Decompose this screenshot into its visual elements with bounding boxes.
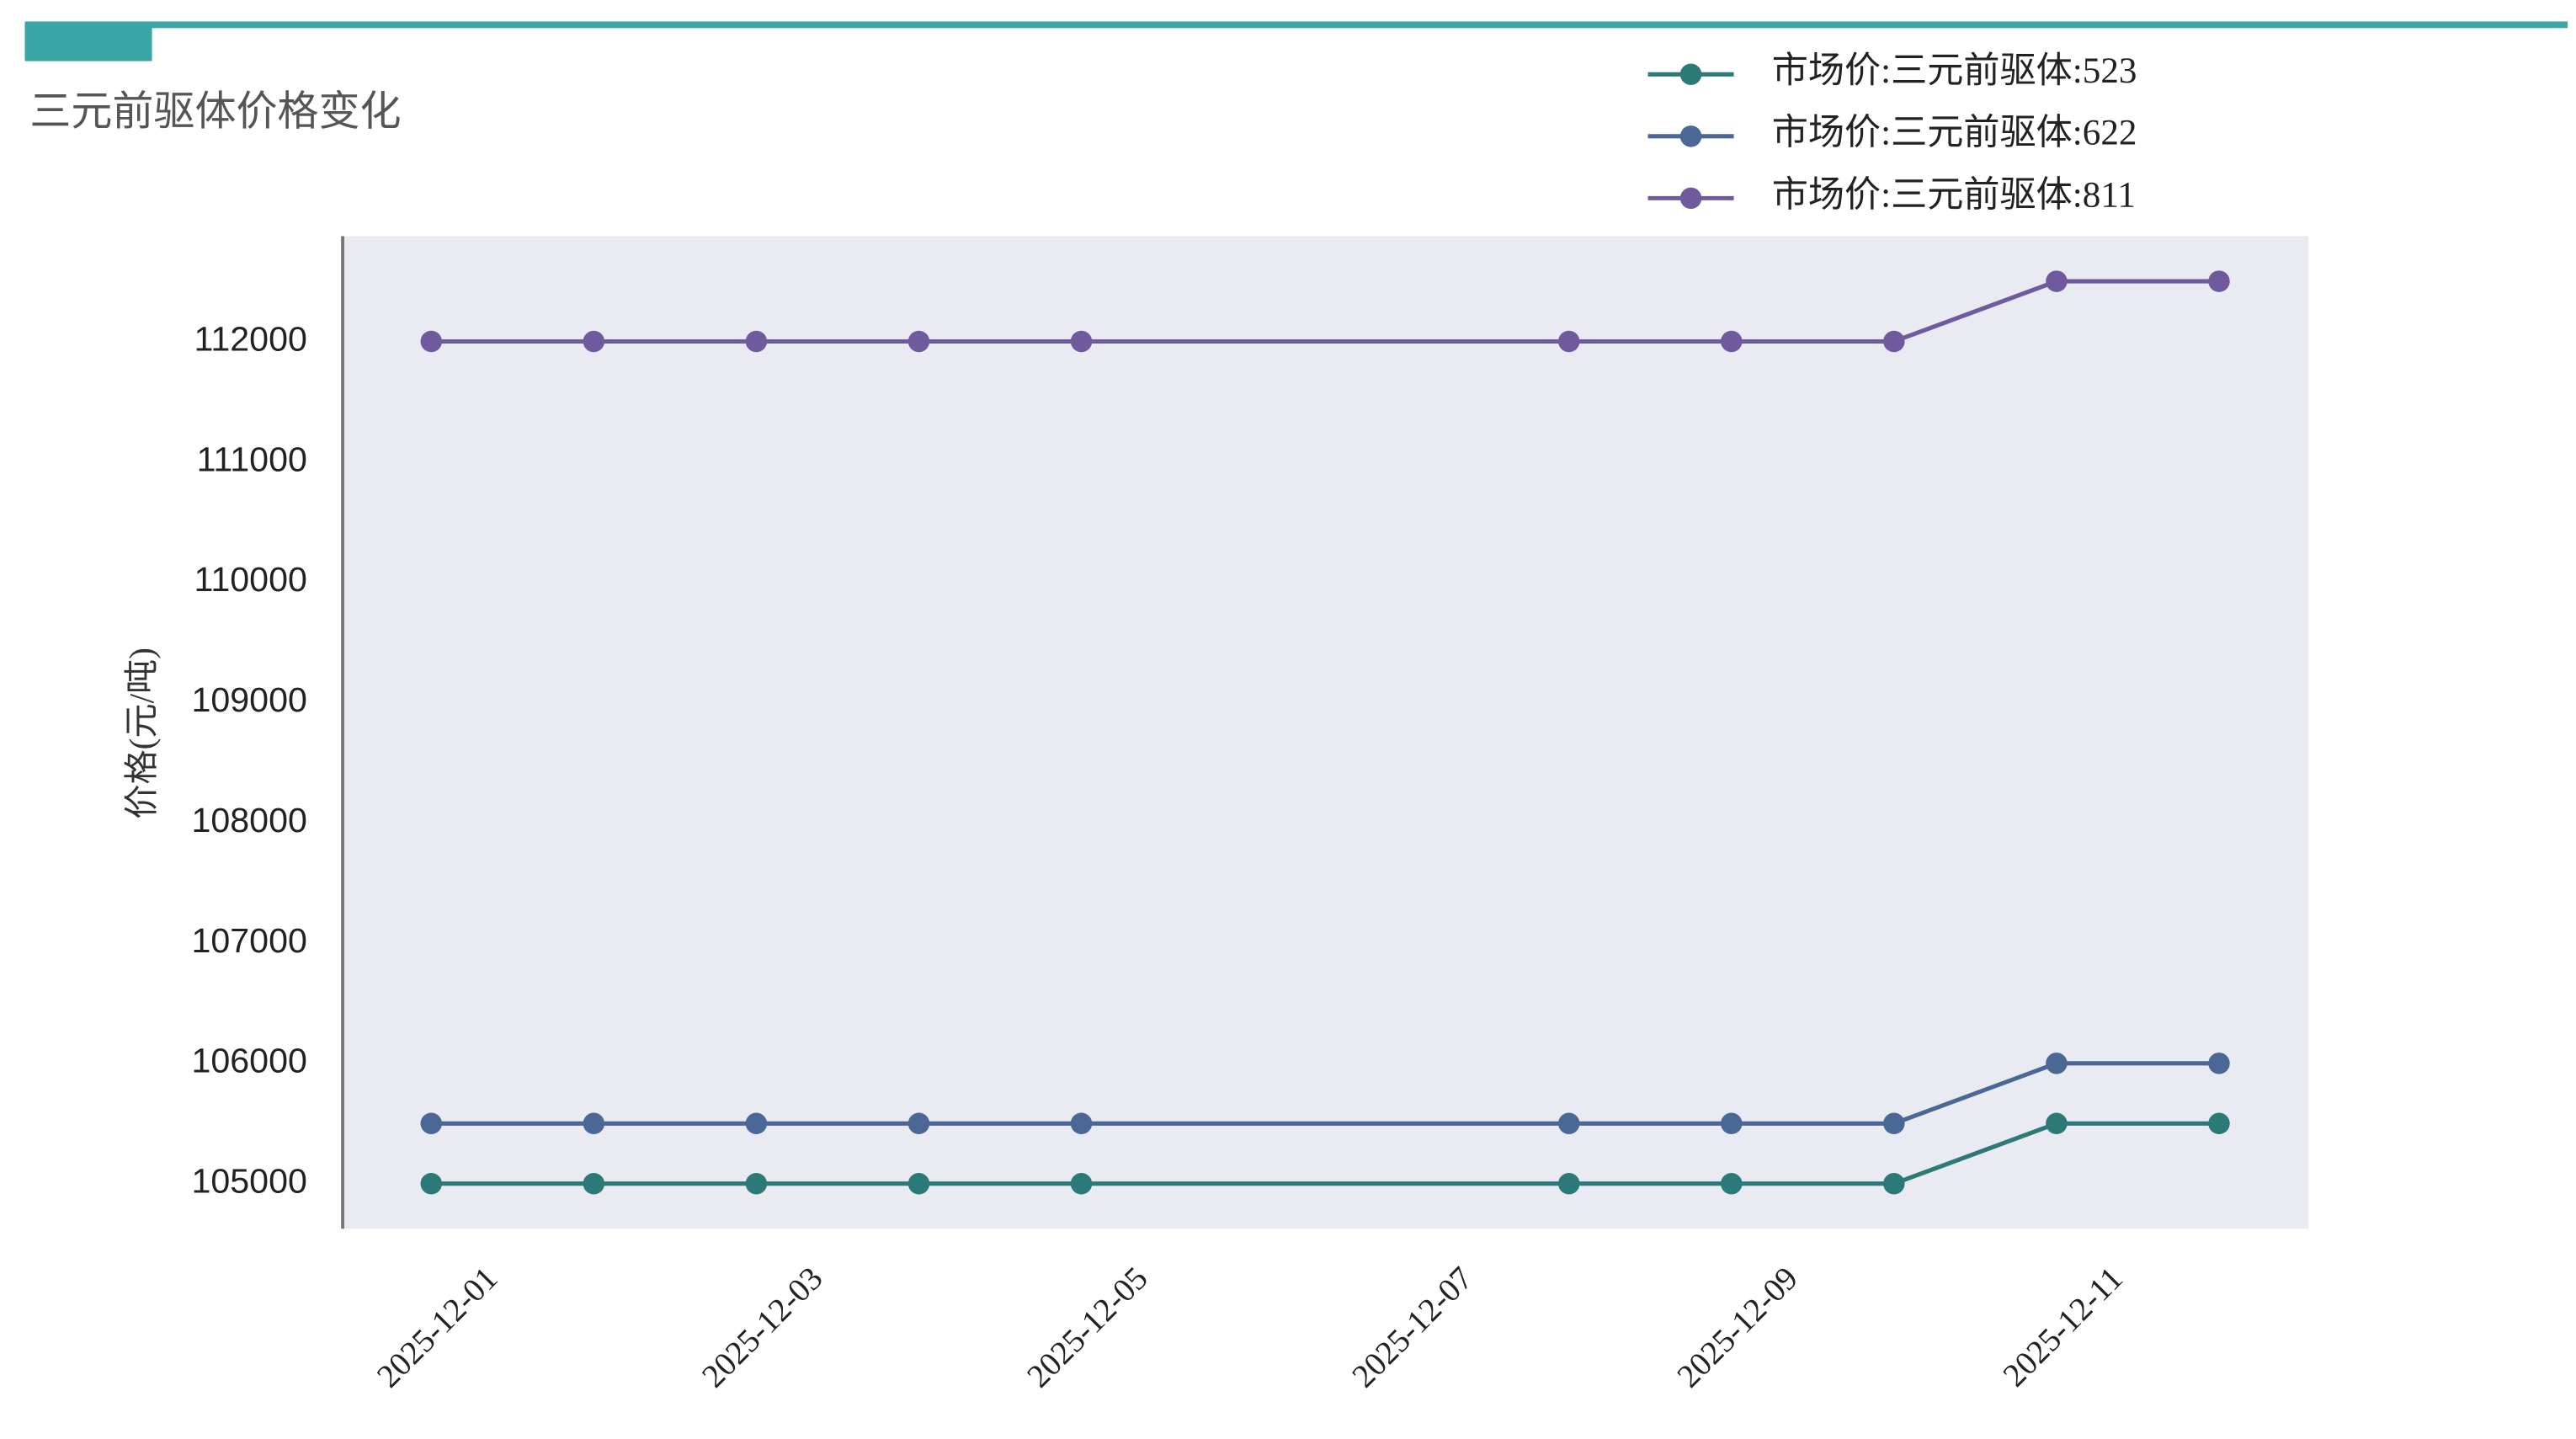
series-line — [431, 1121, 2219, 1186]
x-tick-label: 2025-12-09 — [1670, 1260, 1805, 1395]
point-marker — [1070, 1112, 1093, 1135]
point-marker — [1883, 1112, 1905, 1135]
y-tick-label: 110000 — [194, 560, 307, 599]
point-marker — [420, 1112, 443, 1135]
point-marker — [420, 330, 443, 353]
point-marker — [2208, 1053, 2230, 1074]
legend-label: 市场价:三元前驱体:523 — [1772, 51, 2137, 91]
point-marker — [583, 1172, 605, 1195]
legend-label: 市场价:三元前驱体:622 — [1772, 113, 2137, 153]
series-line — [431, 1061, 2219, 1126]
point-marker — [1070, 1172, 1093, 1195]
point-marker — [745, 330, 768, 353]
point-marker — [583, 330, 605, 353]
y-tick-label: 112000 — [194, 319, 307, 358]
y-tick-label: 105000 — [191, 1162, 306, 1201]
point-marker — [1721, 330, 1743, 353]
y-axis-label: 价格(元/吨) — [122, 648, 162, 819]
point-marker — [1557, 1172, 1580, 1195]
point-marker — [1557, 330, 1580, 353]
chart-title: 三元前驱体价格变化 — [29, 88, 401, 135]
point-marker — [2046, 270, 2068, 292]
point-marker — [2208, 1112, 2230, 1135]
series-line — [431, 279, 2219, 344]
point-marker — [907, 330, 930, 353]
point-marker — [1721, 1172, 1743, 1195]
x-tick-label: 2025-12-05 — [1020, 1260, 1155, 1395]
legend-marker — [1679, 187, 1702, 210]
y-tick-label: 108000 — [191, 801, 306, 839]
point-marker — [1883, 1172, 1905, 1195]
point-marker — [1721, 1112, 1743, 1135]
point-marker — [745, 1112, 768, 1135]
x-tick-label: 2025-12-11 — [1996, 1260, 2130, 1394]
y-tick-label: 109000 — [191, 680, 306, 719]
point-marker — [583, 1112, 605, 1135]
y-tick-label: 107000 — [191, 921, 306, 960]
x-tick-label: 2025-12-01 — [370, 1260, 505, 1395]
point-marker — [1883, 330, 1905, 353]
point-marker — [745, 1172, 768, 1195]
legend-marker — [1679, 63, 1702, 86]
header-block — [24, 23, 152, 61]
point-marker — [2208, 270, 2230, 292]
point-marker — [1557, 1112, 1580, 1135]
point-marker — [2046, 1053, 2068, 1074]
plot-area — [342, 236, 2309, 1229]
x-tick-label: 2025-12-03 — [695, 1260, 830, 1395]
point-marker — [907, 1172, 930, 1195]
legend-marker — [1679, 125, 1702, 147]
x-tick-label: 2025-12-07 — [1345, 1260, 1480, 1395]
point-marker — [2046, 1112, 2068, 1135]
y-tick-label: 111000 — [197, 440, 307, 478]
point-marker — [1070, 330, 1093, 353]
point-marker — [420, 1172, 443, 1195]
point-marker — [907, 1112, 930, 1135]
y-tick-label: 106000 — [191, 1042, 306, 1080]
legend-label: 市场价:三元前驱体:811 — [1772, 174, 2136, 215]
